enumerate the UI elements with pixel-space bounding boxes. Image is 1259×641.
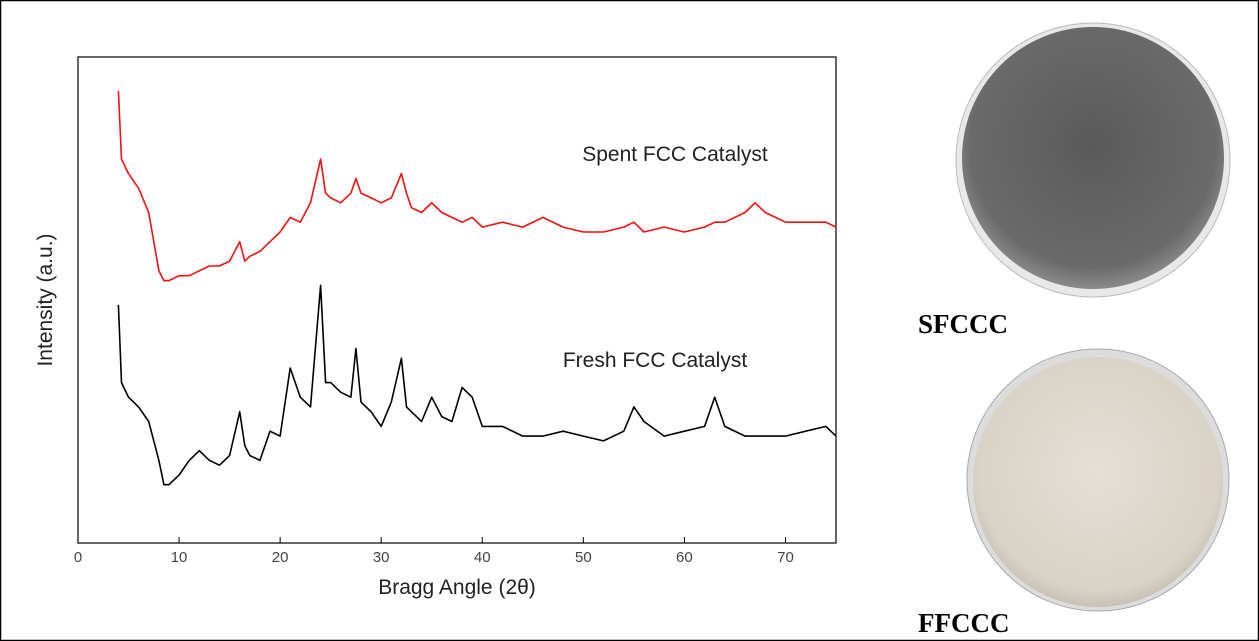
x-tick-label: 0 [74,549,82,566]
series-line [117,90,837,282]
plot-frame [77,56,837,544]
x-tick-label: 20 [272,549,289,566]
series-label: Spent FCC Catalyst [582,143,768,166]
x-tick-label: 30 [373,549,390,566]
x-tick-label: 40 [474,549,491,566]
photo-label: FFCCC [918,608,1009,638]
fresh-catalyst-photo [973,357,1223,607]
y-axis-label: Intensity (a.u.) [34,233,57,366]
series-label: Fresh FCC Catalyst [563,349,748,372]
photo-label: SFCCC [918,309,1008,339]
x-tick-label: 70 [777,549,794,566]
x-tick-label: 50 [575,549,592,566]
x-tick-label: 60 [676,549,693,566]
x-tick-label: 10 [171,549,188,566]
series-line [117,284,837,486]
spent-catalyst-photo [962,27,1224,289]
x-axis-label: Bragg Angle (2θ) [378,576,536,599]
